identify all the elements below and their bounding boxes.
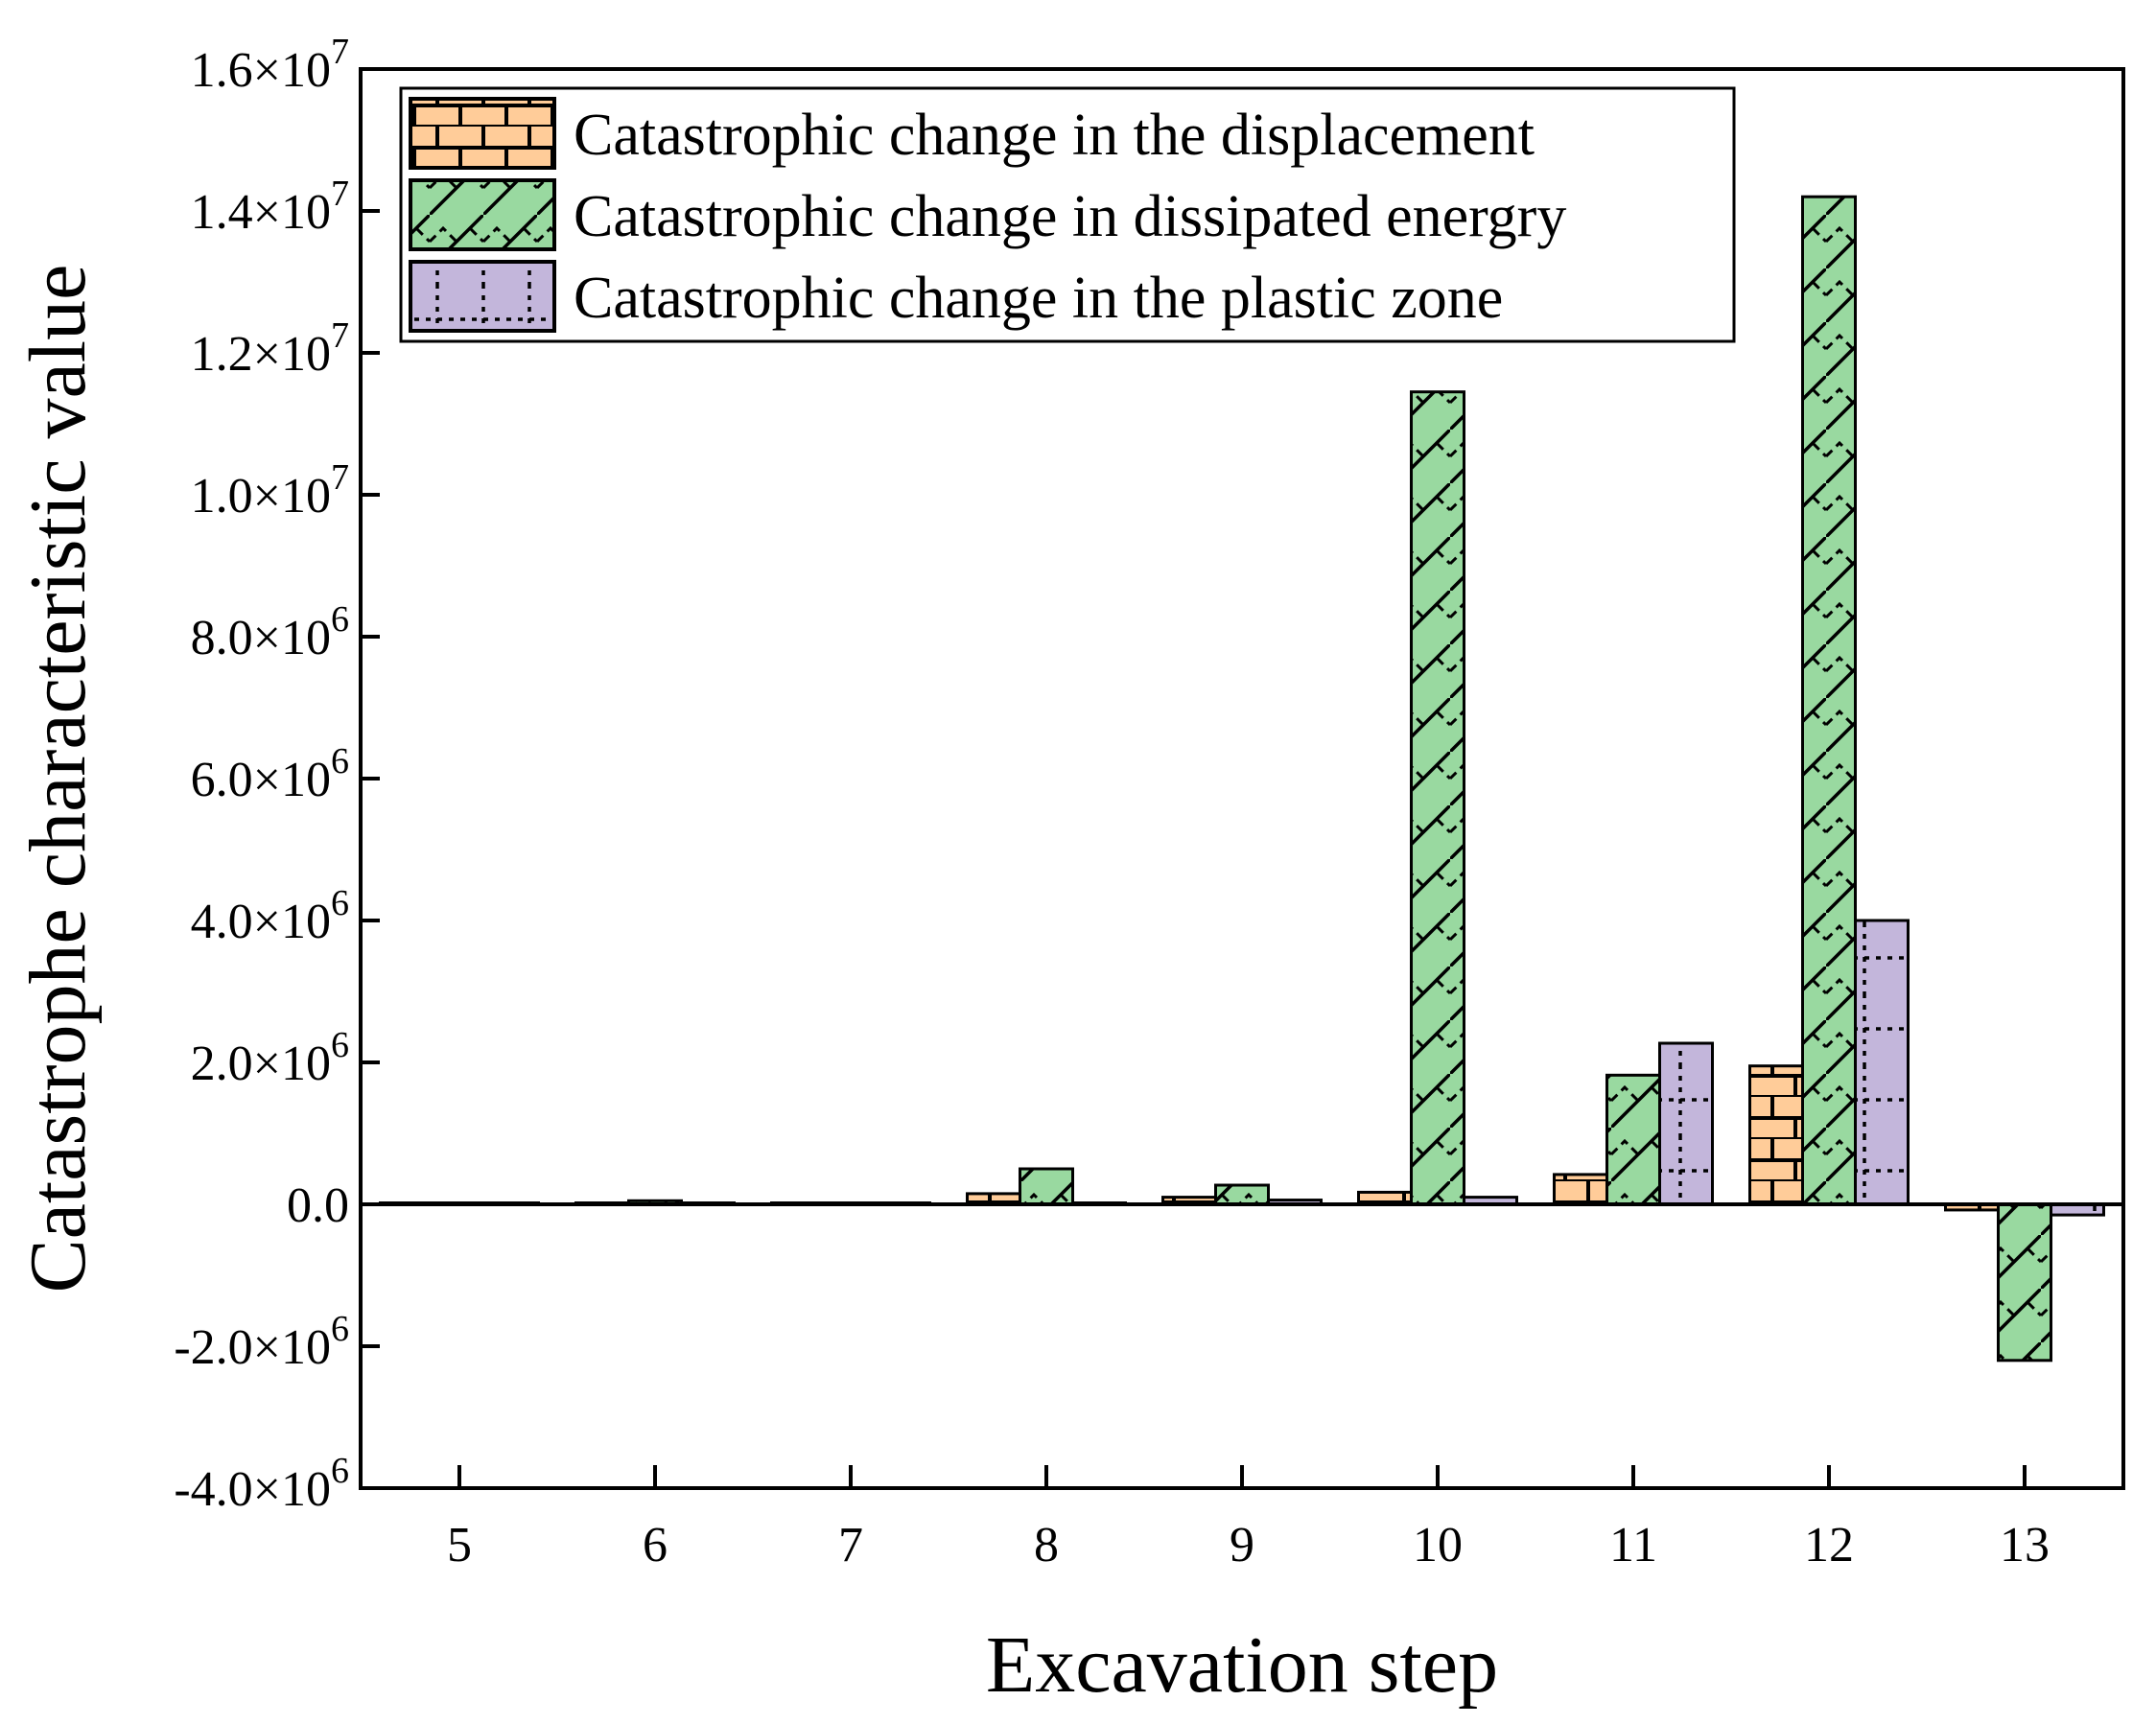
y-tick-label: 8.0×106 xyxy=(191,599,349,665)
legend-swatch-plastic-zone xyxy=(409,260,556,333)
y-tick-label: 2.0×106 xyxy=(191,1025,349,1091)
y-tick-label: -2.0×106 xyxy=(174,1309,349,1375)
legend-swatch-dissipated-energy xyxy=(409,178,556,251)
y-tick-label: 1.6×107 xyxy=(191,32,349,98)
bar-zigzag-step-8 xyxy=(1019,1167,1074,1206)
y-tick-label: 1.0×107 xyxy=(191,457,349,524)
legend-label-displacement: Catastrophic change in the displacement xyxy=(574,103,1535,168)
bar-zigzag-step-12 xyxy=(1801,195,1857,1206)
x-tick-label: 10 xyxy=(1413,1518,1463,1573)
y-tick-label: 1.2×107 xyxy=(191,315,349,382)
legend-label-dissipated-energy: Catastrophic change in dissipated energr… xyxy=(574,184,1566,249)
legend-label-plastic-zone: Catastrophic change in the plastic zone xyxy=(574,266,1503,331)
x-tick-label: 13 xyxy=(2000,1518,2050,1573)
y-axis-ticks: -4.0×106 -2.0×106 0.0 2.0×106 4.0×106 6.0×106… xyxy=(174,32,380,1517)
x-tick-label: 6 xyxy=(643,1518,668,1573)
x-tick-label: 11 xyxy=(1609,1518,1657,1573)
legend: Catastrophic change in the displacement … xyxy=(399,86,1736,343)
bar-dotted-grid-step-11 xyxy=(1658,1041,1714,1206)
legend-swatch-displacement xyxy=(409,97,556,170)
y-tick-label: 6.0×106 xyxy=(191,741,349,807)
bar-dotted-grid-step-12 xyxy=(1854,919,1910,1206)
bar-zigzag-step-11 xyxy=(1605,1073,1661,1206)
y-tick-label: 0.0 xyxy=(287,1178,349,1233)
bar-brick-step-12 xyxy=(1748,1064,1804,1206)
bar-zigzag-step-9 xyxy=(1214,1183,1270,1206)
x-tick-label: 7 xyxy=(838,1518,863,1573)
legend-frame xyxy=(399,86,1736,343)
x-tick-label: 9 xyxy=(1230,1518,1254,1573)
x-tick-label: 12 xyxy=(1804,1518,1854,1573)
y-tick-label: -4.0×106 xyxy=(174,1451,349,1517)
x-tick-label: 5 xyxy=(447,1518,472,1573)
y-tick-label: 1.4×107 xyxy=(191,174,349,240)
bars-layer xyxy=(379,195,2105,1363)
bar-brick-step-11 xyxy=(1553,1173,1608,1206)
x-axis-title: Excavation step xyxy=(986,1620,1498,1710)
bar-zigzag-step-10 xyxy=(1410,390,1465,1206)
y-axis-title: Catastrophe characteristic value xyxy=(13,265,103,1293)
x-tick-label: 8 xyxy=(1034,1518,1059,1573)
bar-zigzag-step-13 xyxy=(1997,1202,2052,1363)
y-tick-label: 4.0×106 xyxy=(191,883,349,949)
x-axis-ticks: 5 6 7 8 9 10 11 12 13 xyxy=(447,1465,2050,1573)
